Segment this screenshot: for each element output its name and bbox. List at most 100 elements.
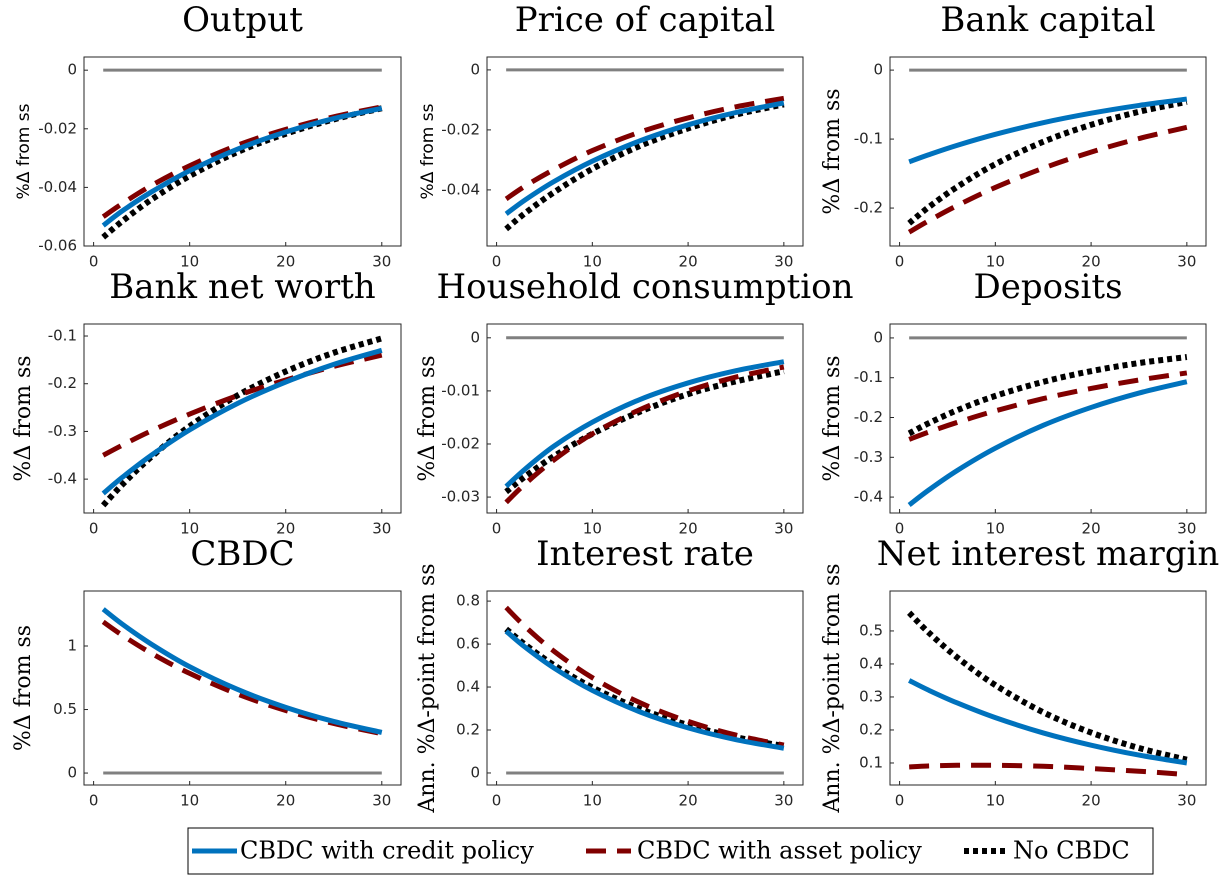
series-line: [907, 98, 1188, 226]
x-tick-label: 20: [1082, 792, 1101, 810]
x-tick-label: 10: [986, 253, 1005, 271]
series-line: [504, 95, 785, 201]
plot-area: [487, 591, 803, 785]
y-tick-label: 0: [873, 61, 883, 79]
x-tick-label: 0: [492, 253, 502, 271]
series-line: [908, 678, 1188, 766]
axes-box: [83, 590, 402, 786]
series-line: [101, 607, 383, 735]
legend-label: CBDC with credit policy: [240, 837, 534, 865]
axes-box: [889, 323, 1207, 514]
x-tick-label: 10: [583, 792, 602, 810]
plot-area: [890, 591, 1206, 785]
chart-title: Interest rate: [536, 534, 754, 574]
y-tick-label: -0.1: [854, 130, 883, 148]
y-tick-label: -0.02: [441, 434, 480, 452]
series-line: [504, 100, 785, 216]
y-axis-label: %Δ from ss: [415, 355, 440, 481]
axes-box: [486, 56, 804, 247]
y-tick-label: 0.2: [456, 721, 480, 739]
x-tick-label: 0: [895, 253, 905, 271]
y-tick-label: -0.1: [854, 368, 883, 386]
y-axis-label: Ann. %Δ-point from ss: [820, 563, 845, 813]
legend-label: No CBDC: [1013, 837, 1130, 865]
axes-box: [486, 323, 804, 514]
y-tick-label: -0.4: [854, 488, 883, 506]
chart-title: Bank capital: [940, 0, 1155, 40]
x-tick-label: 20: [679, 253, 698, 271]
chart-title: CBDC: [190, 534, 294, 574]
y-tick-label: 0.5: [859, 621, 883, 639]
y-tick-label: 0: [67, 764, 77, 782]
chart-title: Household consumption: [436, 267, 853, 307]
x-tick-label: 20: [276, 520, 295, 538]
series-line: [101, 347, 383, 496]
y-tick-label: 1: [67, 637, 77, 655]
plot-area: [84, 591, 401, 785]
series-line: [504, 629, 785, 751]
x-tick-label: 30: [1177, 520, 1196, 538]
axes-box: [486, 590, 804, 786]
y-tick-label: -0.1: [48, 327, 77, 345]
y-tick-label: -0.2: [854, 408, 883, 426]
series-line: [907, 379, 1188, 508]
y-tick-label: 0.3: [859, 687, 883, 705]
y-axis-label: %Δ from ss: [14, 103, 34, 199]
x-tick-label: 0: [895, 792, 905, 810]
y-tick-label: -0.06: [38, 237, 77, 255]
y-tick-label: -0.03: [441, 488, 480, 506]
y-tick-label: 0.4: [859, 654, 883, 672]
plot-area: [487, 324, 803, 513]
x-tick-label: 0: [89, 253, 99, 271]
x-tick-label: 0: [895, 520, 905, 538]
y-tick-label: 0: [470, 60, 480, 78]
y-tick-label: -0.04: [38, 178, 77, 196]
series-line: [101, 105, 383, 228]
y-axis-label: %Δ from ss: [820, 355, 845, 481]
y-tick-label: -0.02: [38, 119, 77, 137]
series-line: [907, 610, 1188, 763]
y-tick-label: -0.3: [48, 422, 77, 440]
chart-title: Net interest margin: [877, 534, 1220, 574]
y-tick-label: 0: [67, 61, 77, 79]
y-axis-label: Ann. %Δ-point from ss: [415, 563, 440, 813]
axes-box: [83, 323, 402, 514]
x-tick-label: 20: [1082, 253, 1101, 271]
x-tick-label: 10: [986, 520, 1005, 538]
axes-box: [83, 56, 402, 247]
x-tick-label: 30: [372, 253, 391, 271]
x-tick-label: 30: [1177, 253, 1196, 271]
y-tick-label: -0.2: [48, 374, 77, 392]
x-tick-label: 10: [583, 520, 602, 538]
y-tick-label: -0.02: [441, 120, 480, 138]
y-tick-label: 0.1: [859, 753, 883, 771]
x-tick-label: 30: [1177, 792, 1196, 810]
y-tick-label: -0.2: [854, 199, 883, 217]
chart-title: Deposits: [973, 267, 1122, 307]
y-tick-label: 0: [470, 763, 480, 781]
x-tick-label: 30: [372, 520, 391, 538]
x-tick-label: 0: [89, 520, 99, 538]
series-line: [909, 762, 1188, 778]
x-tick-label: 10: [986, 792, 1005, 810]
x-tick-label: 30: [774, 520, 793, 538]
chart-title: Price of capital: [515, 0, 776, 40]
axes-box: [889, 590, 1207, 786]
series-line: [101, 105, 383, 240]
x-tick-label: 20: [679, 520, 698, 538]
x-tick-label: 0: [492, 792, 502, 810]
y-tick-label: 0.5: [53, 700, 77, 718]
y-tick-label: 0.8: [456, 592, 480, 610]
x-tick-label: 20: [679, 792, 698, 810]
series-line: [504, 364, 785, 505]
x-tick-label: 10: [180, 520, 199, 538]
x-tick-label: 20: [276, 792, 295, 810]
x-tick-label: 30: [774, 792, 793, 810]
y-tick-label: 0: [470, 328, 480, 346]
series-line: [908, 96, 1188, 165]
y-tick-label: -0.01: [441, 381, 480, 399]
y-axis-label: %Δ from ss: [11, 355, 36, 481]
y-tick-label: 0.2: [859, 720, 883, 738]
series-line: [907, 354, 1188, 437]
